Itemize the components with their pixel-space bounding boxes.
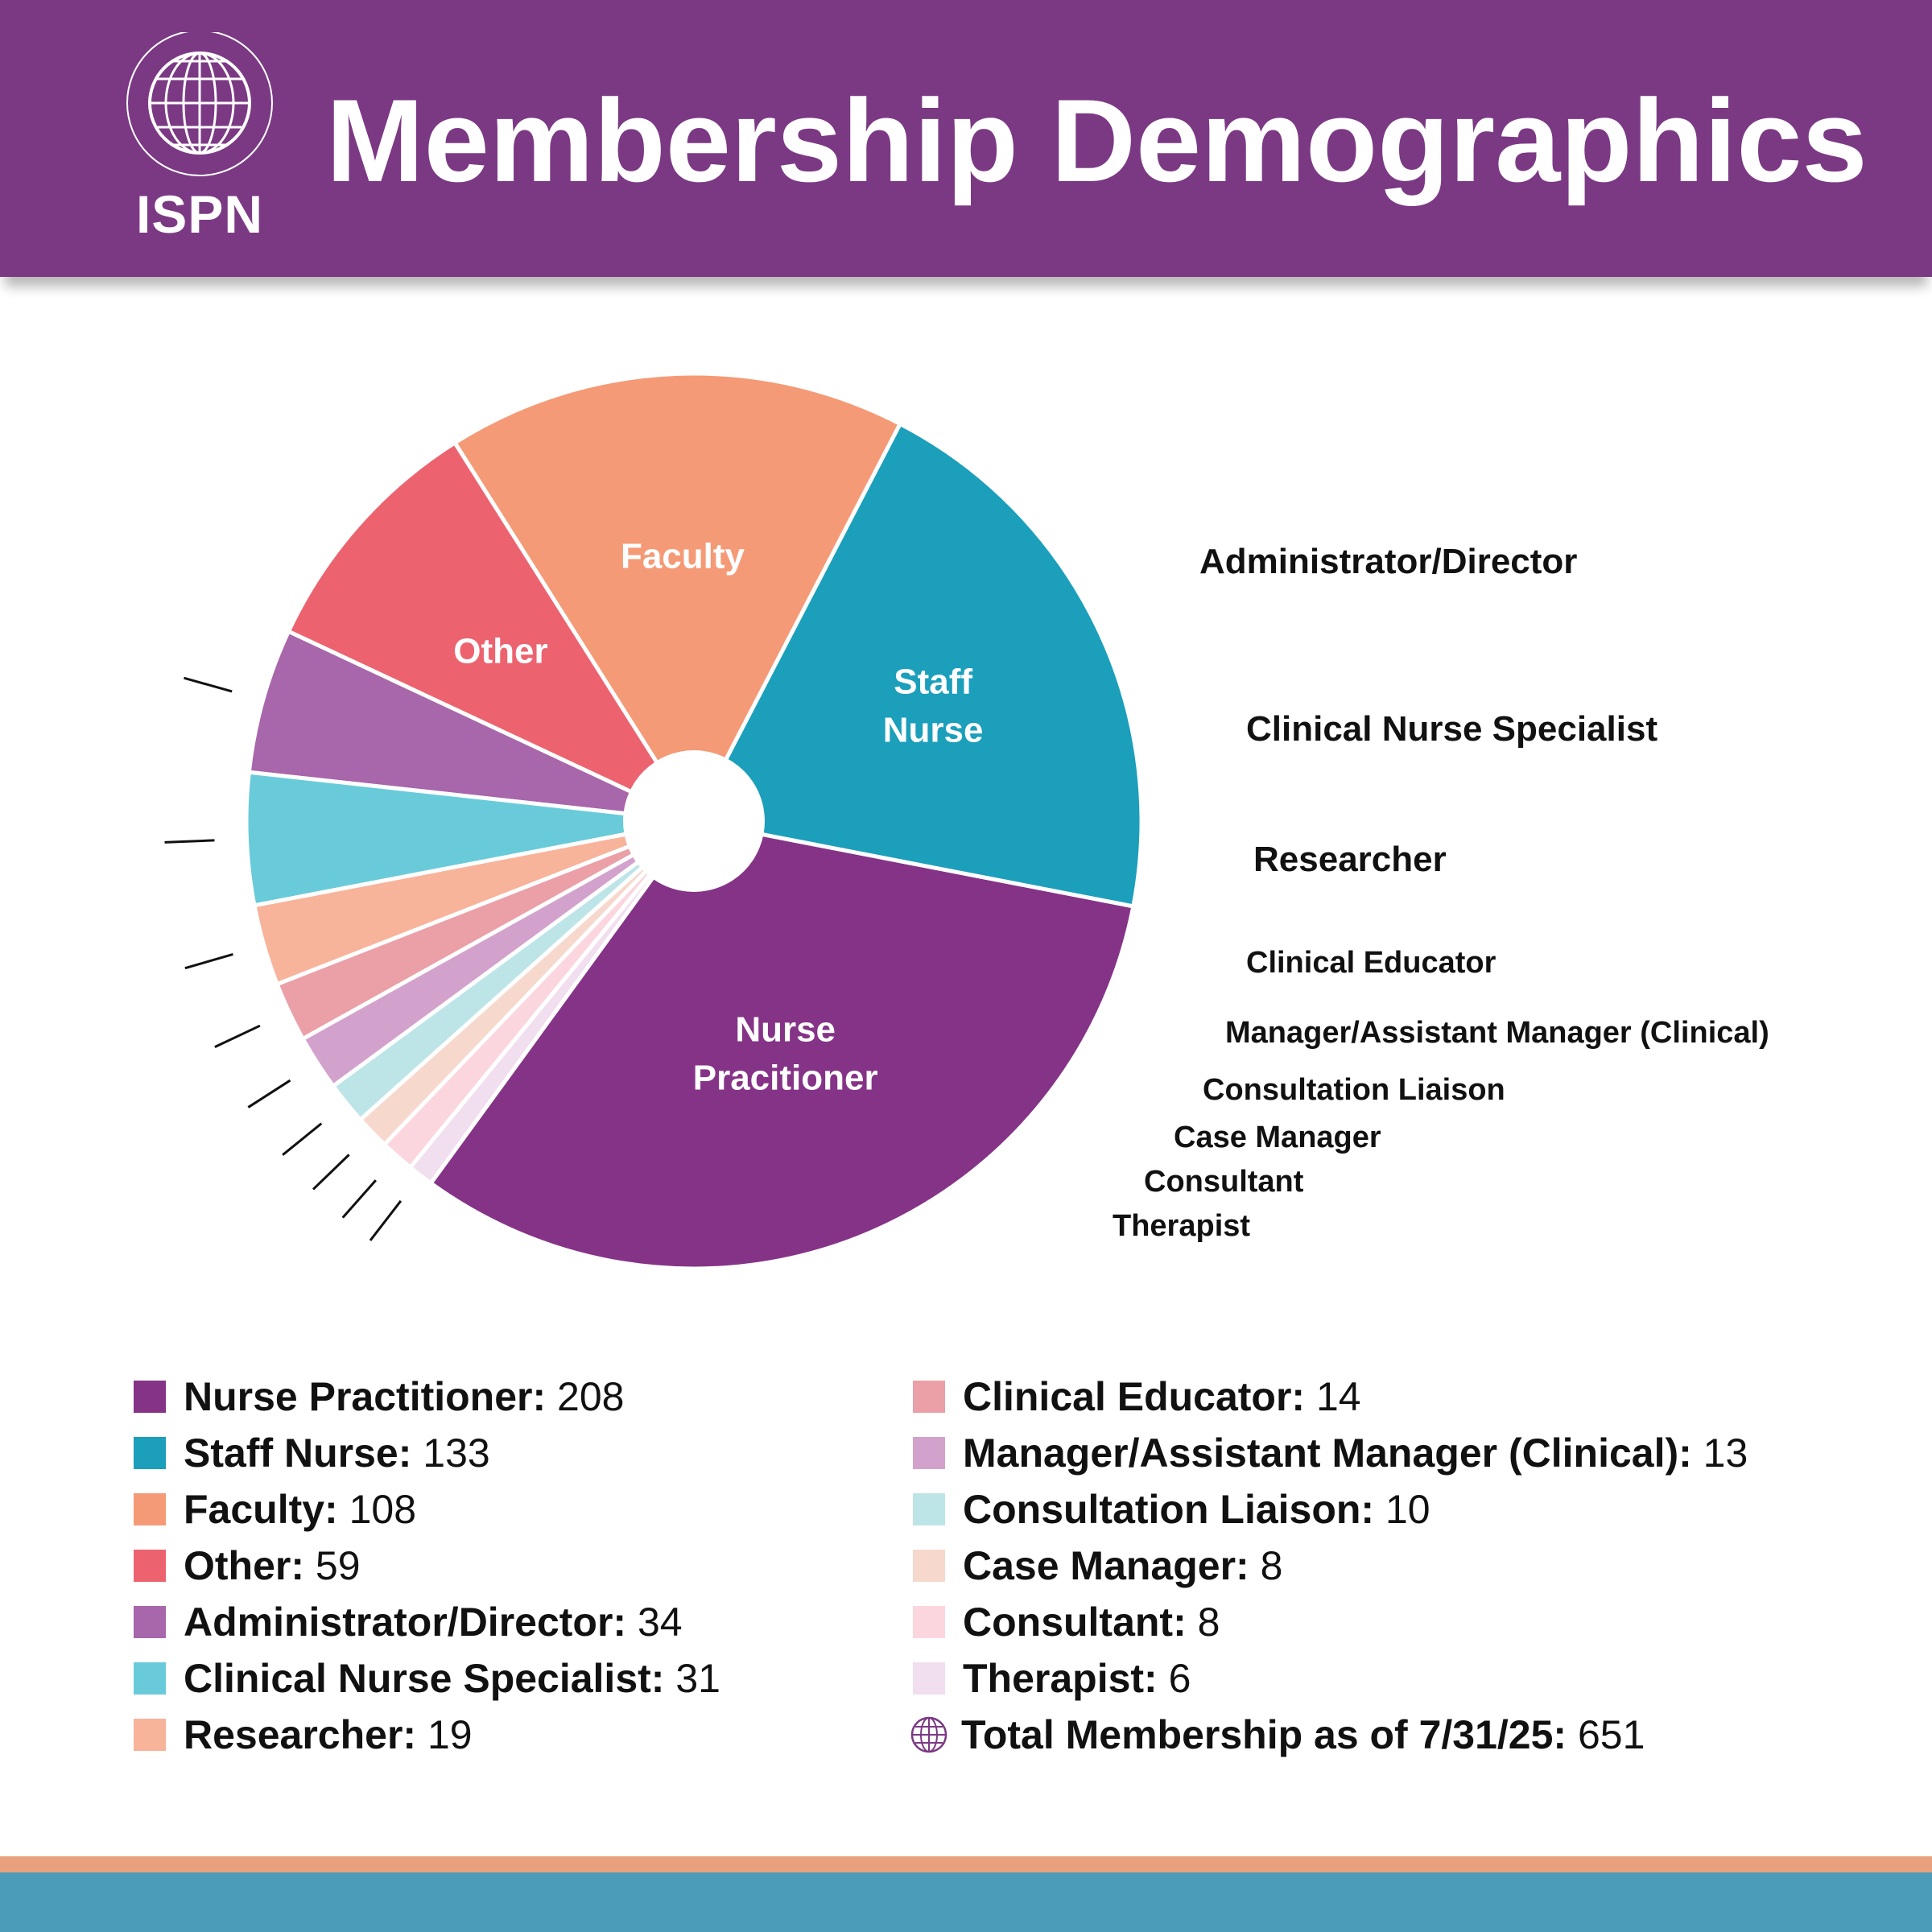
legend-swatch — [134, 1437, 166, 1469]
legend-value: 13 — [1691, 1430, 1748, 1476]
legend-item-consultation-liaison: Consultation Liaison: 10 — [913, 1481, 1748, 1538]
legend-item-other: Other: 59 — [134, 1538, 720, 1594]
pie-label-faculty: Faculty — [621, 536, 745, 576]
leader-line-administrator-director — [184, 676, 233, 693]
legend-swatch — [913, 1550, 945, 1582]
legend-label: Clinical Educator: — [963, 1374, 1306, 1419]
leader-line-clinical-nurse-specialist — [164, 839, 215, 844]
legend-label: Therapist: — [963, 1656, 1158, 1701]
pie-center-hole — [623, 750, 765, 892]
legend-label: Researcher: — [184, 1712, 417, 1757]
legend-swatch — [913, 1493, 945, 1525]
legend-swatch — [134, 1381, 166, 1413]
legend-swatch — [913, 1437, 945, 1469]
ispn-logo: ISPN — [119, 30, 280, 244]
pie-label-administrator-director: Administrator/Director — [1199, 542, 1577, 581]
legend-item-clinical-educator: Clinical Educator: 14 — [913, 1368, 1748, 1425]
legend-label: Administrator/Director: — [184, 1600, 627, 1645]
pie-label-clinical-educator: Clinical Educator — [1246, 946, 1496, 980]
leader-line-therapist — [369, 1199, 402, 1241]
pie-inner-labels: Nurse Pracitioner Staff Nurse Faculty Other — [453, 536, 983, 1097]
pie-label-researcher: Researcher — [1253, 840, 1447, 879]
legend-item-nurse-practitioner: Nurse Practitioner: 208 — [134, 1368, 720, 1425]
legend-value: 10 — [1374, 1487, 1430, 1532]
leader-line-clinical-educator — [214, 1024, 261, 1048]
legend-value: 6 — [1157, 1656, 1191, 1701]
pie-slice-staff-nurse — [691, 421, 1144, 909]
legend-swatch — [913, 1662, 945, 1695]
legend-label: Manager/Assistant Manager (Clinical): — [963, 1430, 1692, 1476]
header-banner: ISPN Membership Demographics — [0, 0, 1932, 277]
legend-left-column: Nurse Practitioner: 208 Staff Nurse: 133 F… — [134, 1368, 720, 1763]
legend-item-clinical-nurse-specialist: Clinical Nurse Specialist: 31 — [134, 1650, 720, 1707]
legend-label: Faculty: — [184, 1487, 338, 1532]
page-title: Membership Demographics — [326, 75, 1868, 206]
legend-value: 34 — [626, 1600, 683, 1645]
legend-label: Case Manager: — [963, 1543, 1249, 1588]
legend-label: Staff Nurse: — [184, 1430, 412, 1476]
legend-item-faculty: Faculty: 108 — [134, 1481, 720, 1538]
leader-line-researcher — [184, 953, 233, 970]
legend-right-column: Clinical Educator: 14 Manager/Assistant M… — [910, 1368, 1748, 1763]
legend-label: Consultant: — [963, 1600, 1187, 1645]
pie-slice-nurse-practitioner — [427, 819, 1136, 1271]
total-value: 651 — [1567, 1712, 1645, 1757]
leader-line-manager-assistant-manager-clinical — [247, 1079, 291, 1108]
legend-item-administrator-director: Administrator/Director: 34 — [134, 1594, 720, 1650]
leader-line-consultation-liaison — [282, 1122, 323, 1156]
pie-label-consultant: Consultant — [1144, 1165, 1304, 1199]
logo-text: ISPN — [135, 184, 264, 244]
legend-item-staff-nurse: Staff Nurse: 133 — [134, 1425, 720, 1481]
legend-swatch — [913, 1606, 945, 1638]
legend-swatch — [134, 1719, 166, 1751]
legend-swatch — [134, 1606, 166, 1638]
legend-value: 108 — [337, 1487, 417, 1532]
legend-total: Total Membership as of 7/31/25: 651 — [910, 1707, 1748, 1763]
leader-line-consultant — [341, 1179, 377, 1219]
legend-value: 8 — [1249, 1543, 1283, 1588]
legend-item-researcher: Researcher: 19 — [134, 1707, 720, 1763]
legend-label: Clinical Nurse Specialist: — [184, 1656, 665, 1701]
legend-item-therapist: Therapist: 6 — [913, 1650, 1748, 1707]
legend-value: 133 — [411, 1430, 490, 1476]
legend-value: 8 — [1186, 1600, 1220, 1645]
pie-slices — [244, 371, 1144, 1271]
pie-chart: Nurse Pracitioner Staff Nurse Faculty Other A… — [164, 371, 1769, 1271]
legend-item-consultant: Consultant: 8 — [913, 1594, 1748, 1650]
pie-label-manager-assistant-manager-clinical: Manager/Assistant Manager (Clinical) — [1225, 1016, 1769, 1050]
footer-orange-stripe — [0, 1856, 1932, 1872]
legend-label: Consultation Liaison: — [963, 1487, 1375, 1532]
pie-slice-therapist — [407, 819, 696, 1187]
footer-blue-band — [0, 1872, 1932, 1932]
pie-slice-faculty — [452, 371, 903, 826]
legend-label: Nurse Practitioner: — [184, 1374, 547, 1419]
legend-value: 14 — [1305, 1374, 1361, 1419]
legend-value: 208 — [546, 1374, 625, 1419]
pie-label-other: Other — [453, 631, 547, 671]
pie-slice-clinical-nurse-specialist — [244, 770, 695, 908]
legend-value: 19 — [416, 1712, 473, 1757]
legend-label: Other: — [184, 1543, 304, 1588]
legend-swatch — [134, 1550, 166, 1582]
pie-label-staff-nurse: Staff Nurse — [883, 662, 984, 749]
legend-value: 31 — [664, 1656, 720, 1701]
legend-item-manager-assistant-manager-clinical: Manager/Assistant Manager (Clinical): 13 — [913, 1425, 1748, 1481]
pie-outer-labels: Administrator/Director Clinical Nurse Spe… — [164, 542, 1769, 1243]
legend-swatch — [134, 1493, 166, 1525]
legend-swatch — [134, 1662, 166, 1695]
pie-label-clinical-nurse-specialist: Clinical Nurse Specialist — [1246, 709, 1657, 749]
legend-value: 59 — [304, 1543, 361, 1588]
globe-icon — [910, 1716, 947, 1753]
legend-swatch — [913, 1381, 945, 1413]
globe-icon — [126, 30, 273, 176]
pie-label-consultation-liaison: Consultation Liaison — [1203, 1073, 1505, 1107]
pie-label-case-manager: Case Manager — [1174, 1121, 1381, 1154]
pie-label-nurse-practitioner: Nurse Pracitioner — [693, 1009, 878, 1097]
leader-line-case-manager — [312, 1154, 350, 1191]
pie-slice-administrator-director — [246, 629, 696, 824]
pie-slice-other — [286, 440, 700, 826]
total-label: Total Membership as of 7/31/25: — [961, 1712, 1567, 1757]
legend-item-case-manager: Case Manager: 8 — [913, 1538, 1748, 1594]
pie-label-therapist: Therapist — [1113, 1209, 1250, 1243]
